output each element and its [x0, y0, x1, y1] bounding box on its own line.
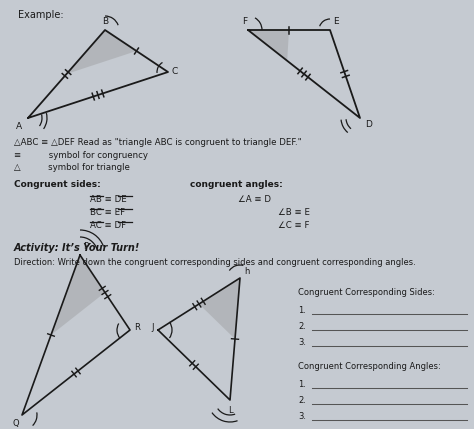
- Text: △          symbol for triangle: △ symbol for triangle: [14, 163, 130, 172]
- Text: E: E: [333, 17, 338, 26]
- Text: 2.: 2.: [298, 396, 306, 405]
- Text: J: J: [152, 323, 154, 332]
- Text: C: C: [172, 67, 178, 76]
- Polygon shape: [248, 30, 289, 61]
- Text: 2.: 2.: [298, 322, 306, 331]
- Text: Congruent Corresponding Angles:: Congruent Corresponding Angles:: [298, 362, 441, 371]
- Text: Activity: It’s Your Turn!: Activity: It’s Your Turn!: [14, 243, 140, 253]
- Text: A: A: [16, 122, 22, 131]
- Text: L: L: [228, 406, 232, 415]
- Polygon shape: [51, 255, 105, 335]
- Text: F: F: [242, 17, 247, 26]
- Text: ∠B ≡ E: ∠B ≡ E: [278, 208, 310, 217]
- Text: BC ≡ EF: BC ≡ EF: [90, 208, 125, 217]
- Text: △ABC ≡ △DEF Read as "triangle ABC is congruent to triangle DEF.": △ABC ≡ △DEF Read as "triangle ABC is con…: [14, 138, 302, 147]
- Text: Q: Q: [12, 419, 19, 428]
- Text: congruent angles:: congruent angles:: [190, 180, 283, 189]
- Text: AC ≡ DF: AC ≡ DF: [90, 221, 126, 230]
- Text: 3.: 3.: [298, 338, 306, 347]
- Text: R: R: [134, 323, 140, 332]
- Text: ∠A ≡ D: ∠A ≡ D: [238, 195, 271, 204]
- Text: AB ≡ DE: AB ≡ DE: [90, 195, 127, 204]
- Text: P: P: [83, 242, 88, 251]
- Text: B: B: [102, 17, 108, 26]
- Polygon shape: [66, 30, 137, 74]
- Text: 1.: 1.: [298, 380, 306, 389]
- Text: D: D: [365, 120, 372, 129]
- Text: Congruent Corresponding Sides:: Congruent Corresponding Sides:: [298, 288, 435, 297]
- Text: ∠C ≡ F: ∠C ≡ F: [278, 221, 310, 230]
- Text: 1.: 1.: [298, 306, 306, 315]
- Text: ≡          symbol for congruency: ≡ symbol for congruency: [14, 151, 148, 160]
- Polygon shape: [199, 278, 240, 339]
- Text: Direction: Write down the congruent corresponding sides and congruent correspond: Direction: Write down the congruent corr…: [14, 258, 416, 267]
- Text: 3.: 3.: [298, 412, 306, 421]
- Text: Example:: Example:: [18, 10, 64, 20]
- Text: Congruent sides:: Congruent sides:: [14, 180, 101, 189]
- Text: h: h: [244, 267, 249, 276]
